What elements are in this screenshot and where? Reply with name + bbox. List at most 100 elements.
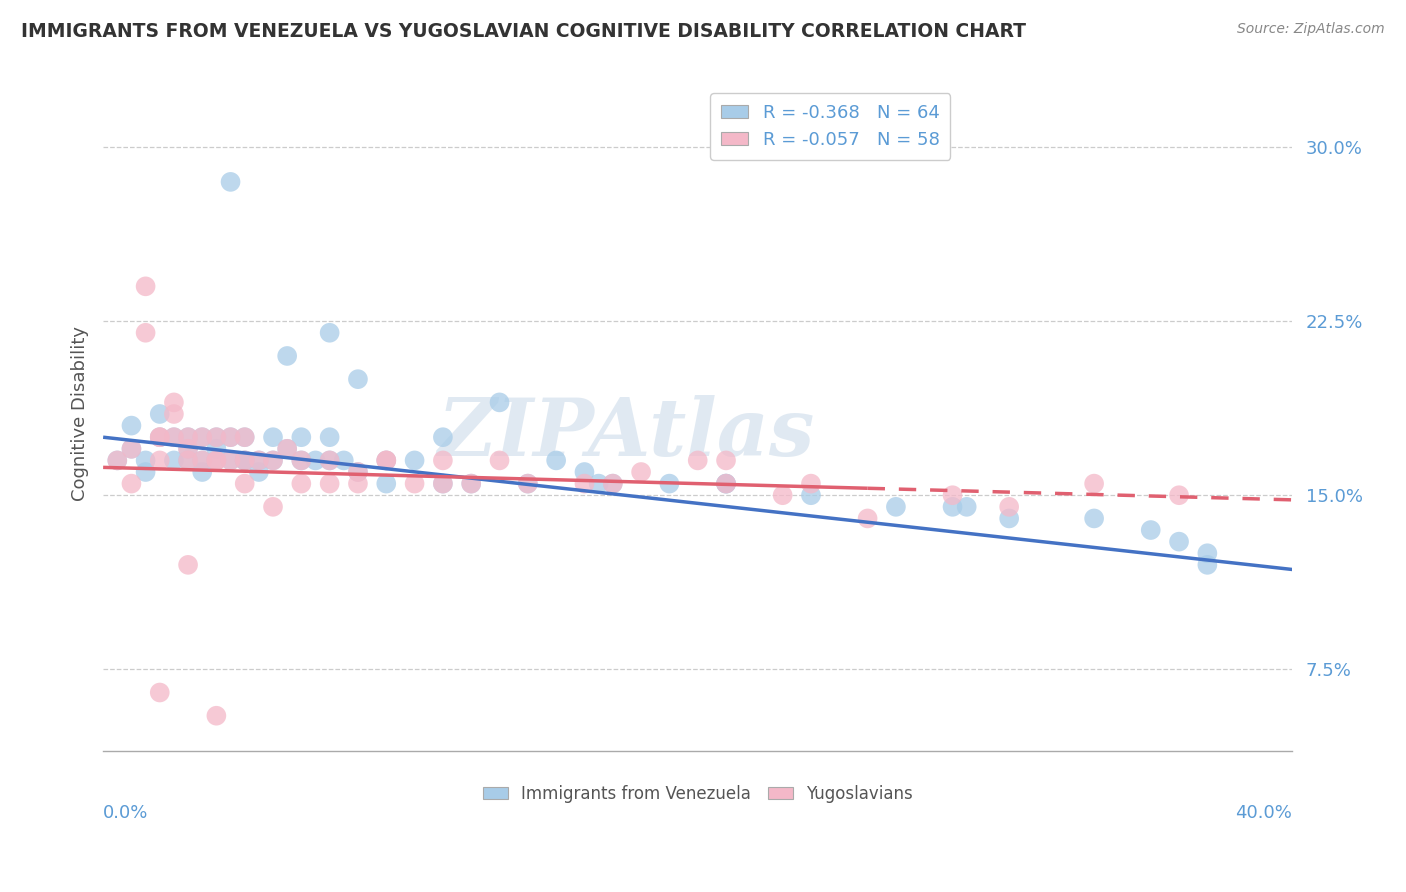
Point <box>347 465 370 479</box>
Point <box>347 465 370 479</box>
Point <box>347 372 370 386</box>
Point <box>205 453 228 467</box>
Text: IMMIGRANTS FROM VENEZUELA VS YUGOSLAVIAN COGNITIVE DISABILITY CORRELATION CHART: IMMIGRANTS FROM VENEZUELA VS YUGOSLAVIAN… <box>21 22 1026 41</box>
Point <box>205 442 228 456</box>
Point <box>714 476 737 491</box>
Point <box>574 476 596 491</box>
Point <box>262 453 284 467</box>
Point <box>205 453 228 467</box>
Point <box>276 442 298 456</box>
Legend: Immigrants from Venezuela, Yugoslavians: Immigrants from Venezuela, Yugoslavians <box>477 778 920 810</box>
Point <box>432 453 454 467</box>
Point <box>205 430 228 444</box>
Point <box>304 453 326 467</box>
Point <box>884 500 907 514</box>
Point <box>262 500 284 514</box>
Point <box>149 685 172 699</box>
Text: ZIPAtlas: ZIPAtlas <box>437 395 815 473</box>
Point <box>602 476 624 491</box>
Point <box>177 442 200 456</box>
Point <box>460 476 482 491</box>
Point <box>219 453 242 467</box>
Point <box>404 476 426 491</box>
Point <box>602 476 624 491</box>
Point <box>177 453 200 467</box>
Point <box>219 430 242 444</box>
Point <box>163 407 186 421</box>
Point <box>318 476 340 491</box>
Point <box>714 453 737 467</box>
Point <box>956 500 979 514</box>
Point <box>191 465 214 479</box>
Point <box>432 476 454 491</box>
Point <box>941 488 963 502</box>
Point <box>219 430 242 444</box>
Point <box>149 430 172 444</box>
Point <box>488 453 510 467</box>
Point <box>149 430 172 444</box>
Point <box>105 453 128 467</box>
Point <box>247 453 270 467</box>
Point <box>149 453 172 467</box>
Point <box>163 453 186 467</box>
Point <box>135 453 157 467</box>
Point <box>219 175 242 189</box>
Point <box>404 453 426 467</box>
Point <box>856 511 879 525</box>
Point <box>1168 488 1191 502</box>
Y-axis label: Cognitive Disability: Cognitive Disability <box>72 326 89 501</box>
Text: 0.0%: 0.0% <box>103 805 149 822</box>
Point <box>318 453 340 467</box>
Point <box>375 453 398 467</box>
Point <box>318 326 340 340</box>
Point <box>588 476 610 491</box>
Point <box>658 476 681 491</box>
Point <box>205 708 228 723</box>
Point <box>233 430 256 444</box>
Point <box>135 279 157 293</box>
Point <box>290 476 312 491</box>
Point <box>135 465 157 479</box>
Point <box>177 430 200 444</box>
Point <box>998 500 1021 514</box>
Point <box>205 453 228 467</box>
Point <box>262 430 284 444</box>
Point <box>800 488 823 502</box>
Point <box>630 465 652 479</box>
Point <box>347 476 370 491</box>
Point <box>1197 558 1219 572</box>
Text: Source: ZipAtlas.com: Source: ZipAtlas.com <box>1237 22 1385 37</box>
Point <box>941 500 963 514</box>
Point <box>191 430 214 444</box>
Point <box>205 430 228 444</box>
Point <box>714 476 737 491</box>
Point <box>177 558 200 572</box>
Point <box>290 453 312 467</box>
Point <box>149 430 172 444</box>
Point <box>432 430 454 444</box>
Point <box>191 453 214 467</box>
Point <box>135 326 157 340</box>
Point <box>998 511 1021 525</box>
Point <box>233 453 256 467</box>
Point <box>120 418 142 433</box>
Text: 40.0%: 40.0% <box>1236 805 1292 822</box>
Point <box>177 430 200 444</box>
Point <box>375 476 398 491</box>
Point <box>120 442 142 456</box>
Point <box>460 476 482 491</box>
Point <box>516 476 538 491</box>
Point <box>276 442 298 456</box>
Point <box>432 476 454 491</box>
Point <box>290 430 312 444</box>
Point <box>177 442 200 456</box>
Point <box>163 395 186 409</box>
Point <box>1139 523 1161 537</box>
Point <box>163 430 186 444</box>
Point <box>488 395 510 409</box>
Point <box>219 453 242 467</box>
Point <box>233 453 256 467</box>
Point <box>772 488 794 502</box>
Point <box>318 430 340 444</box>
Point <box>1083 476 1105 491</box>
